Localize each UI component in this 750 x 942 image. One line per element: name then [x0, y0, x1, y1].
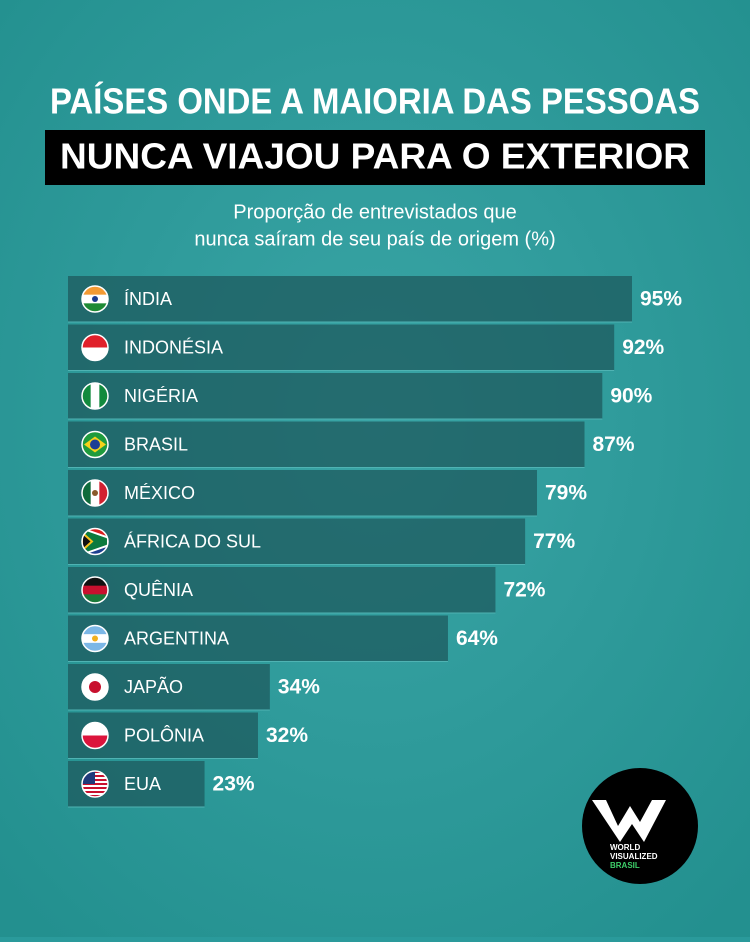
flag-part — [82, 347, 108, 361]
bar — [68, 518, 526, 565]
flag-ring — [81, 624, 109, 653]
flag-part — [82, 334, 108, 348]
value-label: 64% — [456, 627, 498, 650]
bar — [68, 421, 585, 468]
category-label: QUÊNIA — [124, 580, 193, 600]
flag-part — [90, 439, 100, 450]
flag-ring — [81, 770, 109, 798]
bar — [68, 276, 632, 322]
value-label: 23% — [213, 773, 255, 796]
flag-part — [82, 791, 108, 793]
flag-part — [90, 383, 100, 409]
chart-title-line2: NUNCA VIAJOU PARA O EXTERIOR — [60, 136, 690, 177]
bar — [68, 615, 448, 662]
value-label: 77% — [533, 530, 575, 553]
category-label: EUA — [124, 774, 161, 794]
flag-part — [82, 795, 108, 797]
category-label: BRASIL — [124, 434, 188, 454]
value-label: 95% — [640, 288, 682, 311]
logo: WORLD VISUALIZED BRASIL — [582, 768, 698, 884]
flag-ring — [81, 430, 109, 459]
flag-ring — [81, 382, 109, 410]
category-label: POLÔNIA — [124, 724, 204, 745]
title-box — [45, 130, 705, 185]
logo-text: BRASIL — [610, 861, 640, 870]
flag-part — [82, 722, 108, 736]
category-label: ÍNDIA — [124, 289, 172, 309]
bar — [68, 324, 615, 371]
flag-ring — [81, 673, 109, 701]
flag — [82, 528, 108, 555]
flag-part — [89, 681, 101, 693]
flag-part — [82, 577, 108, 587]
value-label: 92% — [622, 336, 664, 359]
value-label: 32% — [266, 724, 308, 747]
flag-part — [82, 735, 108, 749]
flag-part — [82, 383, 92, 409]
flag-part — [92, 490, 98, 496]
flag-part — [82, 594, 108, 603]
logo-text: VISUALIZED — [610, 852, 658, 861]
value-label: 79% — [545, 482, 587, 505]
flag-part — [99, 480, 108, 506]
flag-part — [82, 625, 108, 635]
category-label: ARGENTINA — [124, 628, 229, 648]
value-label: 34% — [278, 676, 320, 699]
flag-part — [82, 528, 108, 555]
category-label: NIGÉRIA — [124, 386, 198, 406]
flag-part — [92, 296, 98, 302]
flag-part — [82, 642, 108, 652]
flag-part — [82, 787, 108, 789]
flag-ring — [81, 333, 109, 362]
logo-mark — [592, 800, 666, 842]
flag-part — [82, 480, 92, 506]
value-label: 90% — [610, 385, 652, 408]
subtitle: Proporção de entrevistados que — [233, 201, 517, 223]
flag-ring — [81, 285, 109, 313]
category-label: INDONÉSIA — [124, 337, 223, 357]
bar — [68, 470, 538, 516]
flag-part — [82, 286, 108, 296]
flag-part — [82, 303, 108, 312]
value-label: 87% — [593, 433, 635, 456]
flag-part — [82, 530, 94, 553]
flag-part — [92, 635, 98, 642]
logo-text: WORLD — [610, 843, 640, 852]
category-label: JAPÃO — [124, 676, 183, 697]
subtitle-line2: nunca saíram de seu país de origem (%) — [194, 228, 555, 250]
flag-ring — [81, 479, 109, 507]
chart-title: PAÍSES ONDE A MAIORIA DAS PESSOAS — [50, 81, 700, 122]
flag-ring — [81, 576, 109, 604]
flag-part — [82, 585, 108, 595]
bar — [68, 373, 603, 419]
flag-ring — [81, 721, 109, 750]
flag-part — [99, 383, 108, 409]
category-label: ÁFRICA DO SUL — [124, 531, 261, 551]
bar — [68, 567, 496, 613]
category-label: MÉXICO — [124, 483, 195, 503]
flag-ring — [81, 527, 109, 556]
value-label: 72% — [503, 579, 545, 602]
